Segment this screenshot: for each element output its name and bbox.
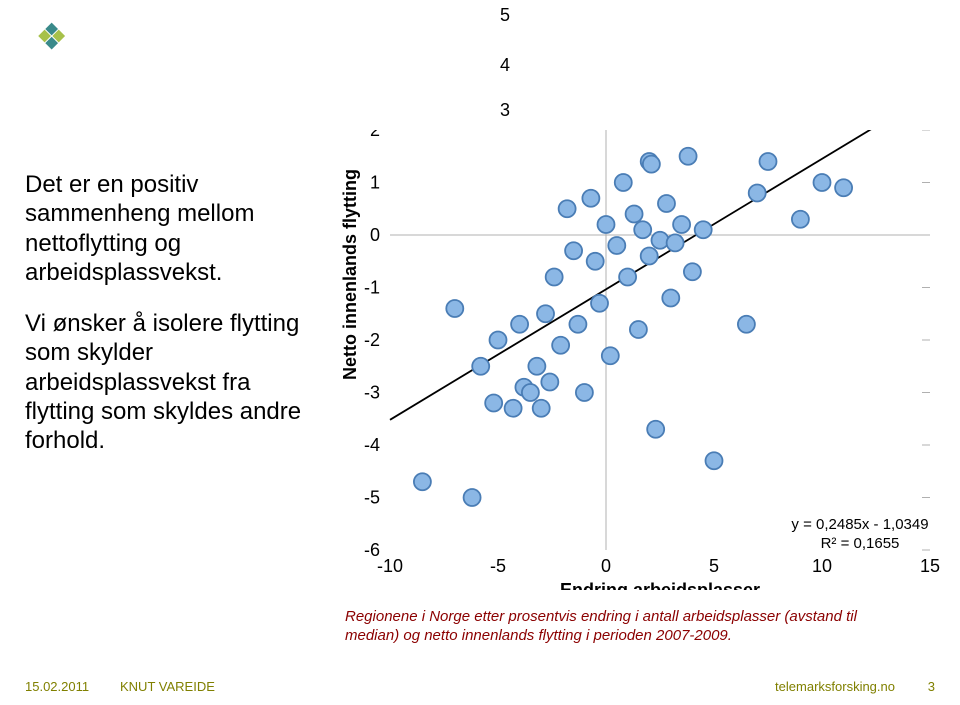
svg-text:0: 0 [601,556,611,576]
svg-text:-1: -1 [364,278,380,298]
svg-text:-2: -2 [364,330,380,350]
footer: 15.02.2011 KNUT VAREIDE telemarksforskin… [25,679,935,699]
side-paragraph-2: Vi ønsker å isolere flytting som skylder… [25,309,325,455]
svg-text:-5: -5 [490,556,506,576]
logo-icon [25,20,67,67]
equation-line1: y = 0,2485x - 1,0349 [780,516,940,535]
footer-author: KNUT VAREIDE [120,679,215,694]
svg-text:0: 0 [370,225,380,245]
chart-caption: Regionene i Norge etter prosentvis endri… [345,608,905,646]
svg-text:Endring arbeidsplasser: Endring arbeidsplasser [560,580,760,590]
equation-line2: R² = 0,1655 [780,535,940,554]
footer-site: telemarksforsking.no [775,679,895,694]
svg-text:10: 10 [812,556,832,576]
outer-tick-3: 3 [500,100,510,121]
outer-tick-5: 5 [500,5,510,26]
svg-text:-4: -4 [364,435,380,455]
svg-text:-5: -5 [364,488,380,508]
svg-text:2: 2 [370,130,380,140]
page: 5 4 3 Det er en positiv sammenheng mello… [0,0,960,705]
regression-equation: y = 0,2485x - 1,0349 R² = 0,1655 [780,516,940,554]
side-text: Det er en positiv sammenheng mellom nett… [25,170,325,477]
svg-text:-3: -3 [364,383,380,403]
footer-page: 3 [928,679,935,694]
svg-text:15: 15 [920,556,940,576]
side-paragraph-1: Det er en positiv sammenheng mellom nett… [25,170,325,287]
svg-text:1: 1 [370,173,380,193]
svg-text:5: 5 [709,556,719,576]
footer-date: 15.02.2011 [25,679,89,694]
svg-text:-10: -10 [377,556,403,576]
outer-tick-4: 4 [500,55,510,76]
